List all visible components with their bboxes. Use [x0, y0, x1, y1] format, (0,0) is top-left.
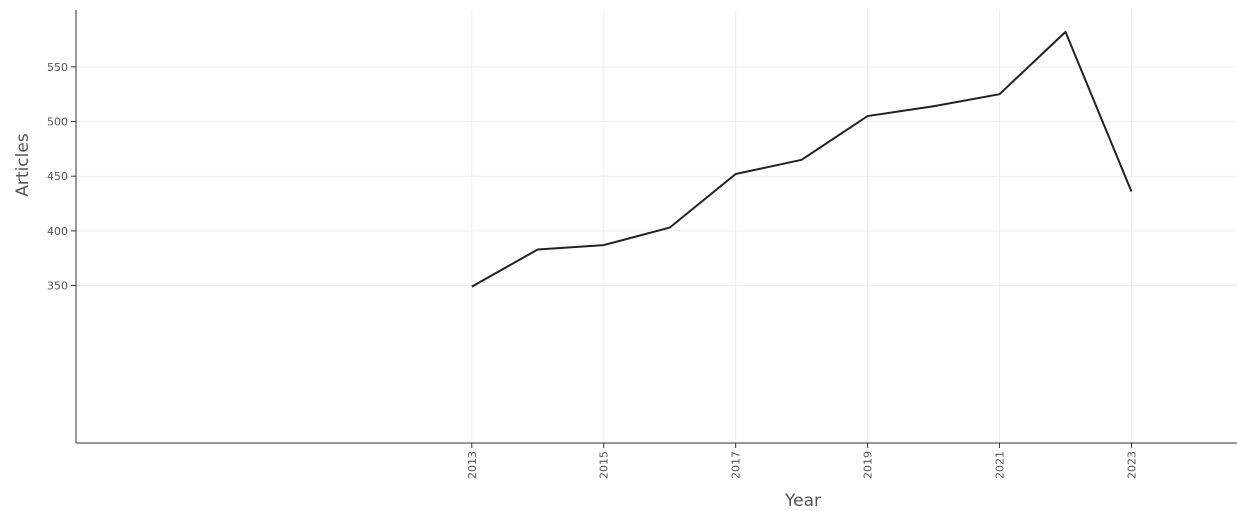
- data-point: [734, 173, 737, 176]
- x-axis-title: Year: [784, 491, 821, 511]
- y-tick-label: 450: [47, 170, 68, 183]
- y-axis-title: Articles: [13, 133, 33, 197]
- x-tick-label: 2021: [994, 451, 1007, 479]
- data-point: [1064, 30, 1067, 33]
- y-tick-label: 500: [47, 116, 68, 129]
- axes: [71, 10, 1237, 448]
- data-point: [470, 285, 473, 288]
- data-point: [668, 226, 671, 229]
- data-point: [932, 105, 935, 108]
- data-point: [536, 248, 539, 251]
- series: [470, 30, 1133, 288]
- x-tick-label: 2023: [1125, 451, 1138, 479]
- grid: [76, 10, 1237, 443]
- series-line: [471, 30, 1133, 288]
- x-tick-label: 2013: [466, 451, 479, 479]
- x-tick-label: 2019: [862, 451, 875, 479]
- y-tick-label: 350: [47, 280, 68, 293]
- x-tick-label: 2017: [730, 451, 743, 479]
- data-point: [866, 115, 869, 118]
- y-tick-label: 400: [47, 225, 68, 238]
- x-tick-label: 2015: [598, 451, 611, 479]
- data-point: [998, 93, 1001, 96]
- y-tick-label: 550: [47, 61, 68, 74]
- data-point: [602, 244, 605, 247]
- tick-labels: 350 400 450 500 550 2013 2015 2017 2019 2021 2023: [47, 61, 1138, 479]
- data-point: [800, 158, 803, 161]
- data-point: [1130, 190, 1133, 193]
